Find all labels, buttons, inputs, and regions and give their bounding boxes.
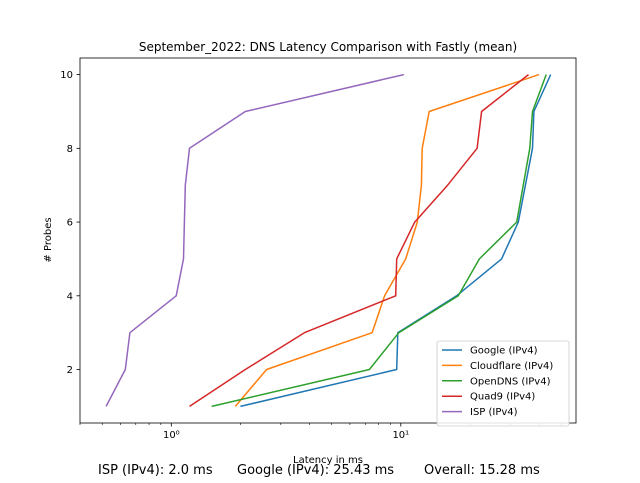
y-axis-label: # Probes [43, 217, 54, 262]
series-line-quad9-ipv4 [189, 74, 529, 408]
y-tick-label: 2 [67, 365, 73, 376]
isp-summary: ISP (IPv4): 2.0 ms [98, 463, 213, 478]
series-line-opendns-ipv4 [211, 74, 547, 408]
x-axis-label: Latency in ms [293, 455, 363, 466]
x-tick-label: 10⁰ [163, 430, 180, 441]
legend-frame [436, 340, 570, 427]
y-tick-label: 8 [67, 144, 73, 155]
x-tick-label: 10¹ [392, 430, 409, 441]
google-summary: Google (IPv4): 25.43 ms [237, 463, 395, 478]
series-layer [105, 73, 552, 408]
series-line-google-ipv4 [240, 74, 552, 408]
y-tick-label: 10 [60, 70, 73, 81]
series-line-isp-ipv4 [105, 73, 404, 407]
legend-label-cloudflare-ipv4: Cloudflare (IPv4) [470, 361, 553, 372]
legend: Google (IPv4) Cloudflare (IPv4) OpenDNS (I… [436, 340, 570, 427]
legend-label-opendns-ipv4: OpenDNS (IPv4) [470, 376, 551, 387]
y-tick-label: 6 [67, 218, 73, 229]
legend-label-google-ipv4: Google (IPv4) [470, 346, 538, 357]
series-line-cloudflare-ipv4 [234, 73, 540, 407]
chart-title: September_2022: DNS Latency Comparison w… [139, 40, 517, 54]
legend-label-quad9-ipv4: Quad9 (IPv4) [470, 392, 535, 403]
overall-summary: Overall: 15.28 ms [424, 463, 540, 478]
y-tick-label: 4 [67, 291, 73, 302]
axis-layer: 10⁰ 10¹ 2 4 6 8 10 [60, 70, 562, 441]
plot-frame [79, 57, 577, 424]
legend-label-isp-ipv4: ISP (IPv4) [470, 407, 518, 418]
summary-footer: ISP (IPv4): 2.0 ms Google (IPv4): 25.43 … [0, 463, 640, 483]
